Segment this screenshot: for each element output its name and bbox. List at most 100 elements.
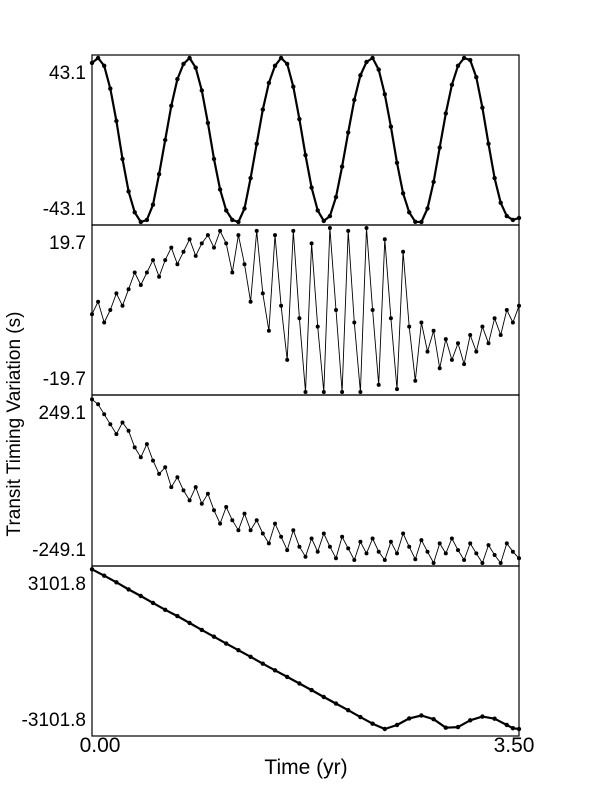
x-tick-label-start: 0.00 [80, 734, 121, 757]
panel-2-data-point [376, 382, 381, 387]
panel-2-data-point [96, 299, 101, 304]
panel-2-data-point [193, 253, 198, 258]
panel-3-data-point [388, 539, 393, 544]
panel-2-data-point [358, 390, 363, 394]
panel-4-ytick-top: 3101.8 [28, 574, 86, 595]
panel-1-data-point [303, 153, 308, 158]
panel-4-data-point [492, 716, 497, 721]
panel-2-data-point [413, 378, 418, 383]
panel-1-ytick-bottom: -43.1 [43, 199, 86, 220]
panel-1-data-point [248, 175, 253, 181]
panel-3-data-point [504, 541, 509, 546]
panel-3-data-point [132, 445, 137, 450]
panel-3-data-point [315, 549, 320, 554]
panel-3-data-point [413, 557, 418, 562]
panel-2-data-point [199, 241, 204, 246]
panel-2-ytick-top: 19.7 [49, 233, 86, 254]
panel-2-data-point [437, 366, 442, 371]
panel-4-data-point [272, 668, 278, 673]
panel-1-data-point [156, 172, 162, 177]
panel-2-data-point [157, 274, 162, 279]
panel-4-data-point [370, 721, 375, 726]
panel-3-data-point [376, 549, 381, 554]
panel-4-data-point [504, 722, 509, 728]
panel-1-data-point [321, 218, 326, 224]
panel-4-data-point [382, 726, 387, 732]
panel-4-data-point [138, 593, 143, 599]
panel-1-data-point [175, 76, 180, 82]
panel-4-data-point [89, 567, 95, 572]
panel-1-data-point [358, 73, 363, 78]
panel-1-data-point [205, 120, 211, 126]
panel-3-data-point [138, 455, 143, 460]
panel-3-data-point [126, 428, 131, 433]
panel-3-data-point [358, 539, 363, 544]
panel-3-data-point [401, 531, 406, 536]
panel-4-data-point [126, 587, 131, 592]
panel-4-data-point [431, 717, 436, 722]
panel-1: 43.1 -43.1 [43, 54, 522, 226]
panel-3-data-point [114, 432, 119, 437]
panel-4-data-point [407, 716, 412, 721]
panel-3-data-point [175, 475, 180, 480]
panel-1-data-point [297, 116, 302, 122]
panel-1-data-point [388, 124, 394, 129]
panel-3-data-point [321, 531, 326, 536]
panel-4-data-point [102, 573, 107, 578]
panel-3-data-point [279, 534, 284, 539]
panel-3-data-point [236, 528, 241, 533]
panel-1-data-point [376, 67, 381, 72]
panel-4-data-point [419, 713, 424, 718]
panel-4-series-line [91, 568, 520, 731]
panel-2-data-point [340, 390, 345, 394]
panel-4-data-point [175, 613, 180, 619]
panel-1-data-point [498, 200, 503, 205]
panel-1-data-point [266, 80, 272, 86]
panel-2-data-point [108, 308, 113, 312]
panel-4-data-point [309, 687, 314, 693]
panel-3-data-point [462, 558, 467, 562]
panel-3-data-point [212, 508, 216, 513]
panel-4-data-point [443, 725, 448, 730]
panel-2-ytick-bottom: -19.7 [43, 369, 86, 390]
panel-1-data-point [169, 103, 174, 109]
panel-2-data-point [120, 303, 125, 308]
panel-1-data-point [89, 60, 95, 66]
panel-3-data-point [303, 554, 308, 559]
panel-3-data-point [96, 402, 101, 407]
panel-3-data-point [517, 556, 521, 561]
panel-4-data-point [333, 701, 339, 706]
panel-1-data-point [364, 59, 369, 65]
panel-1-data-point [163, 137, 168, 143]
panel-1-data-point [474, 75, 479, 80]
panel-1-data-point [443, 111, 448, 116]
panel-2-data-point [254, 228, 259, 233]
panel-3-data-point [480, 561, 485, 565]
panel-2-series-line [91, 227, 520, 393]
panel-1-data-point [187, 55, 192, 61]
panel-2-data-point [102, 320, 107, 325]
panel-1-data-point [278, 55, 284, 61]
panel-3-data-point [169, 485, 174, 490]
panel-2-data-point [346, 228, 351, 233]
panel-3-data-point [144, 442, 149, 447]
panel-4-data-point [260, 661, 265, 666]
panel-2-data-point [181, 249, 186, 254]
panel-1-data-point [486, 141, 491, 146]
panel-2-data-point [327, 226, 332, 230]
panel-2-data-point [504, 308, 509, 312]
panel-4-data-point [321, 694, 326, 700]
panel-4-data-point [163, 607, 168, 612]
panel-4-data-point [187, 620, 192, 626]
panel-3-data-point [498, 561, 503, 565]
panel-1-data-point [352, 97, 357, 103]
panel-2-data-point [456, 341, 460, 346]
panel-2-data-point [205, 233, 210, 238]
panel-2-data-point [163, 258, 168, 263]
panel-1-data-point [114, 118, 119, 124]
panel-3-data-point [425, 549, 430, 554]
panel-3-data-point [230, 518, 235, 523]
panel-1-data-point [260, 107, 265, 112]
panel-3-ytick-top: 249.1 [38, 403, 86, 424]
panel-1-data-point [224, 208, 229, 213]
